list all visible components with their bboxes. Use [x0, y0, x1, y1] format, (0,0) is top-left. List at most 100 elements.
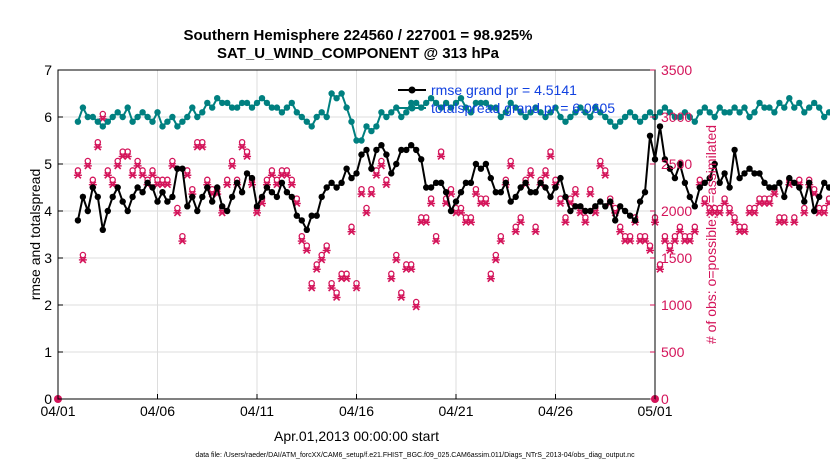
- obs-possible-point: [432, 232, 440, 240]
- obs-assimilated-point: [800, 209, 809, 217]
- obs-possible-point: [323, 242, 330, 249]
- obs-possible-point: [358, 185, 365, 193]
- spread-point: [318, 109, 325, 116]
- spread-point: [676, 113, 684, 121]
- spread-point: [696, 109, 703, 116]
- rmse-point: [811, 207, 818, 215]
- obs-possible-point: [820, 204, 828, 212]
- rmse-point: [408, 142, 415, 149]
- spread-point: [572, 109, 579, 116]
- obs-assimilated-point: [456, 209, 465, 217]
- spread-point: [716, 104, 723, 111]
- spread-point: [194, 113, 201, 121]
- obs-assimilated-point: [163, 181, 172, 189]
- axes: 0 1 2 3 4 5 6 7 0 500 1000 1500 2000 2500 3000 3500 04/0…: [27, 62, 719, 444]
- obs-possible-point: [283, 167, 291, 174]
- y2-axis-label: # of obs: o=possible; ×=assimilated: [703, 125, 719, 344]
- spread-point: [268, 104, 276, 111]
- obs-possible-point: [343, 270, 350, 278]
- rmse-point: [373, 146, 380, 154]
- obs-assimilated-point: [641, 237, 650, 245]
- rmse-point: [502, 179, 509, 186]
- spread-point: [522, 113, 529, 121]
- obs-possible-point: [781, 214, 788, 221]
- obs-possible-point: [696, 176, 704, 184]
- obs-possible-point: [407, 261, 415, 268]
- obs-assimilated-point: [516, 218, 525, 226]
- rmse-point: [144, 179, 151, 186]
- obs-assimilated-point: [626, 237, 635, 245]
- spread-point: [432, 99, 440, 107]
- rmse-point: [427, 184, 435, 191]
- obs-possible-point: [89, 176, 97, 184]
- rmse-point: [816, 193, 823, 201]
- rmse-point: [701, 179, 708, 186]
- rmse-point: [686, 193, 693, 201]
- obs-possible-point: [134, 157, 141, 165]
- y-tick-label: 3: [44, 250, 52, 266]
- obs-assimilated-point: [322, 246, 331, 255]
- obs-possible-point: [686, 232, 694, 240]
- spread-point: [811, 99, 818, 107]
- obs-possible-point: [587, 185, 594, 193]
- obs-assimilated-point: [561, 218, 570, 226]
- obs-possible-point: [542, 167, 549, 174]
- rmse-point: [199, 193, 206, 201]
- obs-assimilated-point: [820, 209, 829, 217]
- spread-point: [129, 118, 136, 125]
- x-axis-label: Apr.01,2013 00:00:00 start: [274, 428, 439, 444]
- spread-point: [263, 99, 271, 107]
- obs-possible-point: [313, 261, 320, 268]
- y2-tick-label: 3500: [661, 62, 692, 78]
- spread-point: [413, 99, 420, 107]
- spread-point: [99, 123, 107, 130]
- rmse-point: [139, 189, 146, 196]
- rmse-point: [303, 226, 310, 233]
- obs-possible-point: [582, 214, 589, 221]
- spread-point: [423, 99, 430, 107]
- spread-point: [507, 99, 514, 107]
- rmse-point: [358, 151, 365, 158]
- rmse-point: [437, 179, 445, 186]
- obs-assimilated-point: [93, 143, 102, 151]
- x-tick-label: 04/16: [339, 403, 374, 419]
- spread-point: [612, 123, 619, 130]
- obs-possible-point: [547, 148, 554, 155]
- rmse-point: [413, 146, 420, 154]
- spread-point: [343, 104, 350, 111]
- rmse-point: [248, 174, 256, 182]
- obs-assimilated-point: [173, 209, 182, 217]
- obs-assimilated-point: [397, 293, 406, 302]
- spread-point: [706, 109, 713, 116]
- spread-point: [517, 109, 524, 116]
- spread-point: [388, 109, 395, 116]
- spread-point: [243, 99, 251, 107]
- spread-point: [353, 137, 360, 144]
- obs-assimilated-point: [287, 181, 296, 189]
- rmse-point: [154, 198, 161, 205]
- obs-possible-point: [562, 214, 569, 221]
- obs-possible-point: [517, 214, 524, 221]
- obs-assimilated-point: [700, 199, 709, 208]
- obs-assimilated-point: [720, 199, 729, 208]
- spread-point: [617, 118, 624, 125]
- obs-possible-point: [303, 242, 311, 249]
- rmse-point: [447, 207, 455, 215]
- spread-point: [626, 109, 634, 116]
- obs-assimilated-point: [466, 218, 475, 226]
- spread-point: [174, 123, 181, 130]
- spread-point: [552, 104, 559, 111]
- spread-point: [562, 118, 569, 125]
- obs-possible-point: [666, 242, 674, 249]
- obs-possible-point: [363, 204, 370, 212]
- spread-point: [258, 95, 266, 102]
- x-tick-label: 04/26: [538, 403, 573, 419]
- rmse-point: [278, 179, 286, 186]
- obs-possible-point: [691, 223, 699, 231]
- legend-rmse-marker: [408, 86, 416, 94]
- obs-possible-point: [124, 148, 131, 155]
- spread-point: [94, 118, 102, 125]
- spread-point: [383, 113, 390, 121]
- rmse-point: [612, 217, 619, 224]
- obs-assimilated-point: [377, 162, 386, 170]
